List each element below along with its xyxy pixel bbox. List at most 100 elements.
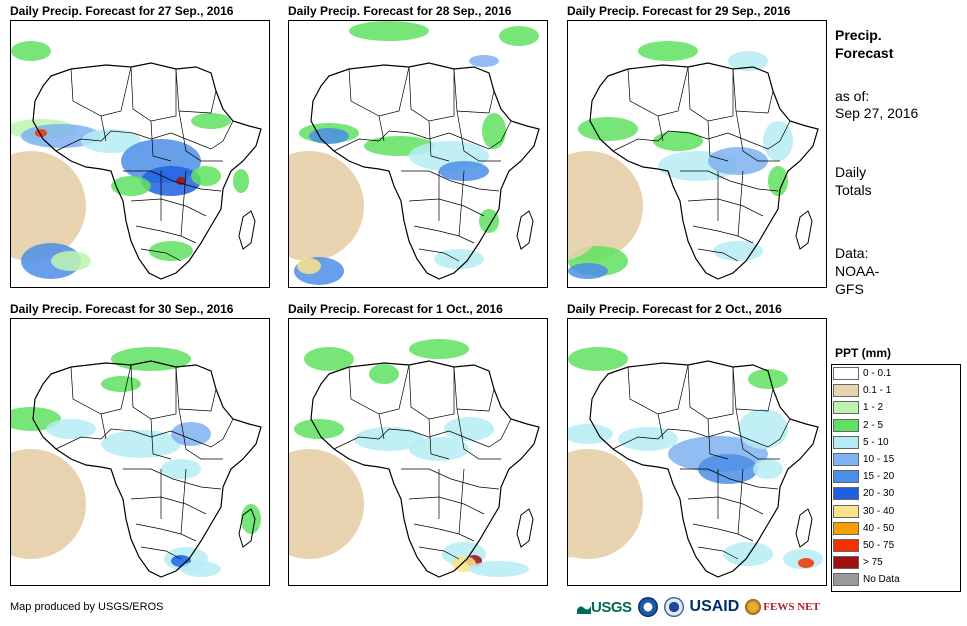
country-border bbox=[70, 66, 132, 117]
country-border bbox=[135, 225, 197, 244]
country-border bbox=[707, 418, 729, 460]
country-border bbox=[130, 198, 207, 217]
precip-area bbox=[713, 241, 763, 261]
precip-map bbox=[288, 20, 548, 288]
precip-area bbox=[723, 542, 773, 566]
country-border bbox=[687, 66, 734, 122]
country-border bbox=[123, 468, 222, 490]
forecast-panel-4: Daily Precip. Forecast for 30 Sep., 2016 bbox=[10, 302, 270, 587]
country-border bbox=[456, 110, 501, 162]
precip-map bbox=[567, 20, 827, 288]
side-title-line2: Forecast bbox=[835, 45, 894, 61]
precip-area bbox=[101, 376, 141, 392]
africa-map-svg bbox=[289, 21, 540, 285]
fewsnet-logo: FEWS NET bbox=[745, 599, 820, 615]
country-border bbox=[413, 523, 475, 542]
totals-line1: Daily bbox=[835, 164, 867, 180]
legend-item: 20 - 30 bbox=[833, 486, 959, 503]
country-border bbox=[180, 468, 187, 535]
country-border bbox=[707, 120, 729, 162]
logo-strip: USGS USAID FEWS NET bbox=[577, 594, 820, 620]
country-border bbox=[130, 364, 177, 420]
precip-area bbox=[479, 209, 499, 233]
precip-area bbox=[798, 558, 814, 568]
madagascar-outline bbox=[516, 210, 534, 250]
data-source-line2: NOAA- bbox=[835, 263, 880, 279]
data-source-line3: GFS bbox=[835, 281, 864, 297]
legend-label: 30 - 40 bbox=[863, 505, 895, 517]
legend-label: > 75 bbox=[863, 557, 883, 569]
country-border bbox=[418, 248, 460, 262]
legend-item: 15 - 20 bbox=[833, 469, 959, 486]
forecast-panel-1: Daily Precip. Forecast for 27 Sep., 2016 bbox=[10, 4, 270, 289]
precip-area bbox=[698, 454, 758, 484]
precip-area bbox=[161, 459, 201, 479]
precip-area bbox=[738, 409, 788, 449]
africa-map-svg bbox=[289, 339, 540, 578]
precip-area bbox=[469, 561, 529, 577]
panel-title: Daily Precip. Forecast for 1 Oct., 2016 bbox=[288, 302, 503, 316]
legend-swatch bbox=[833, 487, 859, 501]
legend-swatch bbox=[833, 452, 859, 466]
precip-area bbox=[181, 561, 221, 577]
precip-area bbox=[81, 129, 141, 153]
country-border bbox=[735, 408, 780, 460]
precip-area bbox=[354, 427, 424, 451]
precip-area bbox=[568, 424, 613, 444]
panel-title: Daily Precip. Forecast for 28 Sep., 2016 bbox=[288, 4, 512, 18]
legend-swatch bbox=[833, 384, 859, 398]
country-border bbox=[687, 496, 764, 515]
precip-area bbox=[241, 504, 261, 534]
country-border bbox=[735, 110, 780, 162]
precip-area bbox=[289, 485, 319, 553]
country-border bbox=[413, 225, 475, 244]
country-border bbox=[333, 120, 512, 152]
precip-area bbox=[46, 419, 96, 439]
country-border bbox=[100, 115, 107, 142]
country-border bbox=[175, 366, 217, 412]
legend-swatch bbox=[833, 573, 859, 587]
precip-area bbox=[434, 249, 484, 269]
legend-label: 2 - 5 bbox=[863, 419, 884, 431]
country-border bbox=[657, 413, 664, 440]
data-source-line1: Data: bbox=[835, 245, 869, 261]
precip-map bbox=[10, 20, 270, 288]
legend-item: > 75 bbox=[833, 555, 959, 572]
country-border bbox=[100, 413, 107, 440]
madagascar-outline bbox=[238, 508, 256, 548]
precip-area bbox=[568, 263, 608, 279]
side-title-line1: Precip. bbox=[835, 27, 882, 43]
noaa-seal-icon bbox=[637, 597, 658, 617]
madagascar-outline bbox=[238, 210, 256, 250]
precip-area bbox=[289, 191, 319, 251]
usgs-logo: USGS bbox=[577, 599, 632, 616]
country-border bbox=[612, 120, 791, 152]
precip-area bbox=[294, 419, 344, 439]
country-border bbox=[401, 170, 500, 192]
madagascar-outline bbox=[516, 508, 534, 548]
country-border bbox=[453, 366, 495, 412]
country-border bbox=[150, 418, 172, 460]
africa-map-svg bbox=[568, 41, 819, 280]
precip-area bbox=[297, 258, 321, 274]
country-border bbox=[178, 408, 223, 460]
legend-swatch bbox=[833, 401, 859, 415]
legend-title: PPT (mm) bbox=[835, 346, 892, 360]
precip-area bbox=[101, 430, 181, 458]
precip-area bbox=[369, 364, 399, 384]
precip-area bbox=[568, 499, 598, 559]
legend-label: 20 - 30 bbox=[863, 488, 895, 500]
legend-swatch bbox=[833, 367, 859, 380]
panel-title: Daily Precip. Forecast for 29 Sep., 2016 bbox=[567, 4, 791, 18]
country-border bbox=[456, 408, 501, 460]
precip-area bbox=[578, 117, 638, 141]
country-border bbox=[348, 66, 410, 117]
precip-area bbox=[141, 166, 201, 196]
country-border bbox=[612, 418, 791, 450]
country-border bbox=[408, 66, 455, 122]
panel-title: Daily Precip. Forecast for 27 Sep., 2016 bbox=[10, 4, 234, 18]
precip-area bbox=[191, 166, 221, 186]
country-border bbox=[130, 66, 177, 122]
legend-swatch bbox=[833, 504, 859, 518]
precip-area bbox=[638, 41, 698, 61]
